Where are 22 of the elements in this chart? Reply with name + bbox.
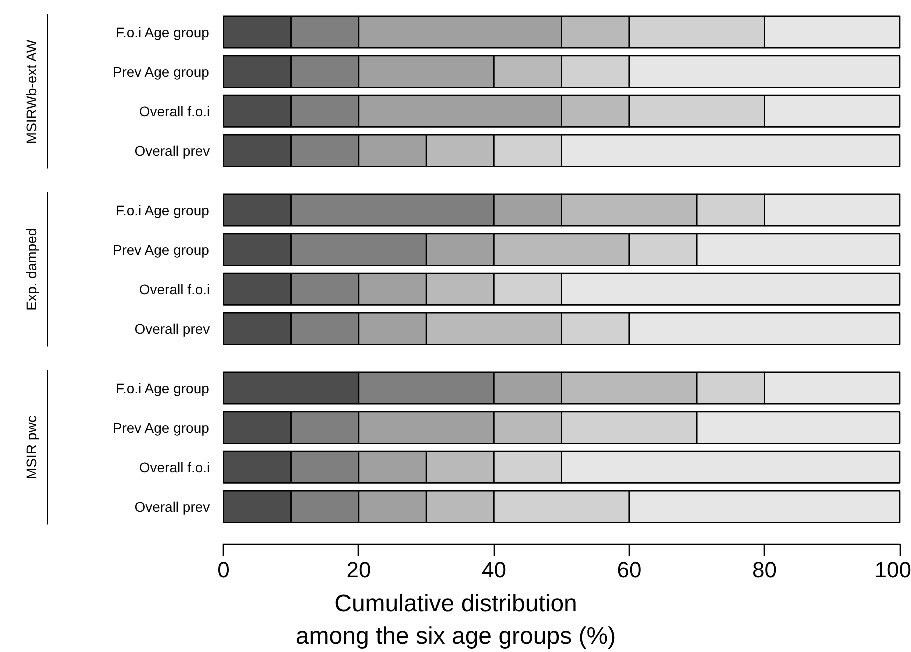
x-tick-label: 0	[218, 558, 230, 582]
text: Exp. damped	[24, 228, 40, 311]
y-tick-label: Overall prev	[134, 498, 210, 515]
y-tick-label: F.o.i Age group	[116, 380, 210, 396]
x-tick-label: 20	[346, 558, 372, 582]
y-tick-label: Overall prev	[134, 320, 210, 337]
y-tick-label: Overall f.o.i	[139, 281, 210, 298]
y-tick-label: Prev Age group	[112, 420, 210, 436]
text: MSIRWb-ext AW	[24, 39, 40, 144]
y-tick-label: Overall f.o.i	[139, 103, 210, 120]
x-tick-label: 100	[874, 558, 911, 582]
text: MSIR pwc	[24, 416, 40, 480]
y-tick-label: F.o.i Age group	[116, 202, 210, 218]
y-tick-label: Prev Age group	[112, 64, 210, 80]
x-tick-label: 60	[617, 558, 642, 582]
y-tick-label: F.o.i Age group	[116, 24, 210, 40]
y-tick-label: Prev Age group	[112, 242, 210, 258]
y-tick-label: Overall f.o.i	[139, 459, 210, 476]
x-tick-label: 40	[482, 558, 506, 582]
x-axis-title: Cumulative distribution among the six age groups (%)	[296, 590, 616, 650]
x-tick-label: 80	[752, 558, 777, 582]
y-tick-label: Overall prev	[134, 142, 210, 159]
